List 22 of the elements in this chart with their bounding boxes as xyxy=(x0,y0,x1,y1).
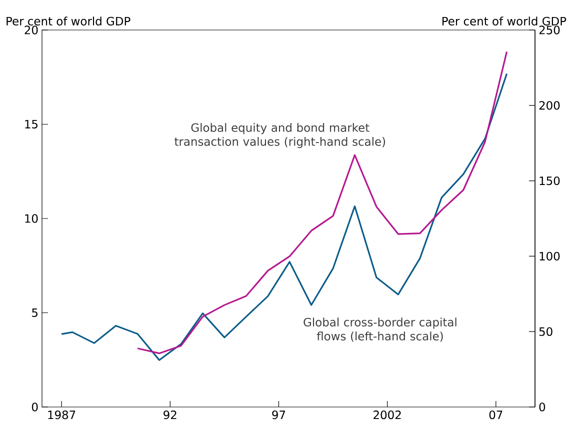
x-tick-label: 07 xyxy=(489,410,502,420)
y2-tick-label: 100 xyxy=(540,252,560,261)
y2-tick-label: 0 xyxy=(539,402,546,412)
y2-tick-label: 250 xyxy=(539,26,560,34)
y-tick-label: 20 xyxy=(24,26,38,34)
x-tick-label: 97 xyxy=(272,410,286,420)
y-tick-label: 15 xyxy=(25,120,38,128)
x-tick-label: 2002 xyxy=(374,410,401,420)
x-tick-label: 92 xyxy=(164,410,176,420)
y2-tick-label: 150 xyxy=(540,176,560,186)
y-tick-label: 10 xyxy=(25,214,38,223)
y-tick-label: 0 xyxy=(32,402,38,412)
y-axis-title: Per cent of world GDP xyxy=(6,16,130,26)
y2-tick-label: 200 xyxy=(539,101,560,110)
y2-tick-label: 50 xyxy=(539,327,552,336)
text: Global equity and bond market transaction values (right-hand scale) xyxy=(174,123,386,148)
series-label: Global cross-border capital flows (left-hand scale) xyxy=(304,318,456,342)
x-tick-label: 1987 xyxy=(48,410,76,420)
y-tick-label: 5 xyxy=(32,308,38,317)
y2-axis-title: Per cent of world GDP xyxy=(442,16,566,26)
line-series xyxy=(60,72,508,361)
line-series xyxy=(136,50,508,354)
